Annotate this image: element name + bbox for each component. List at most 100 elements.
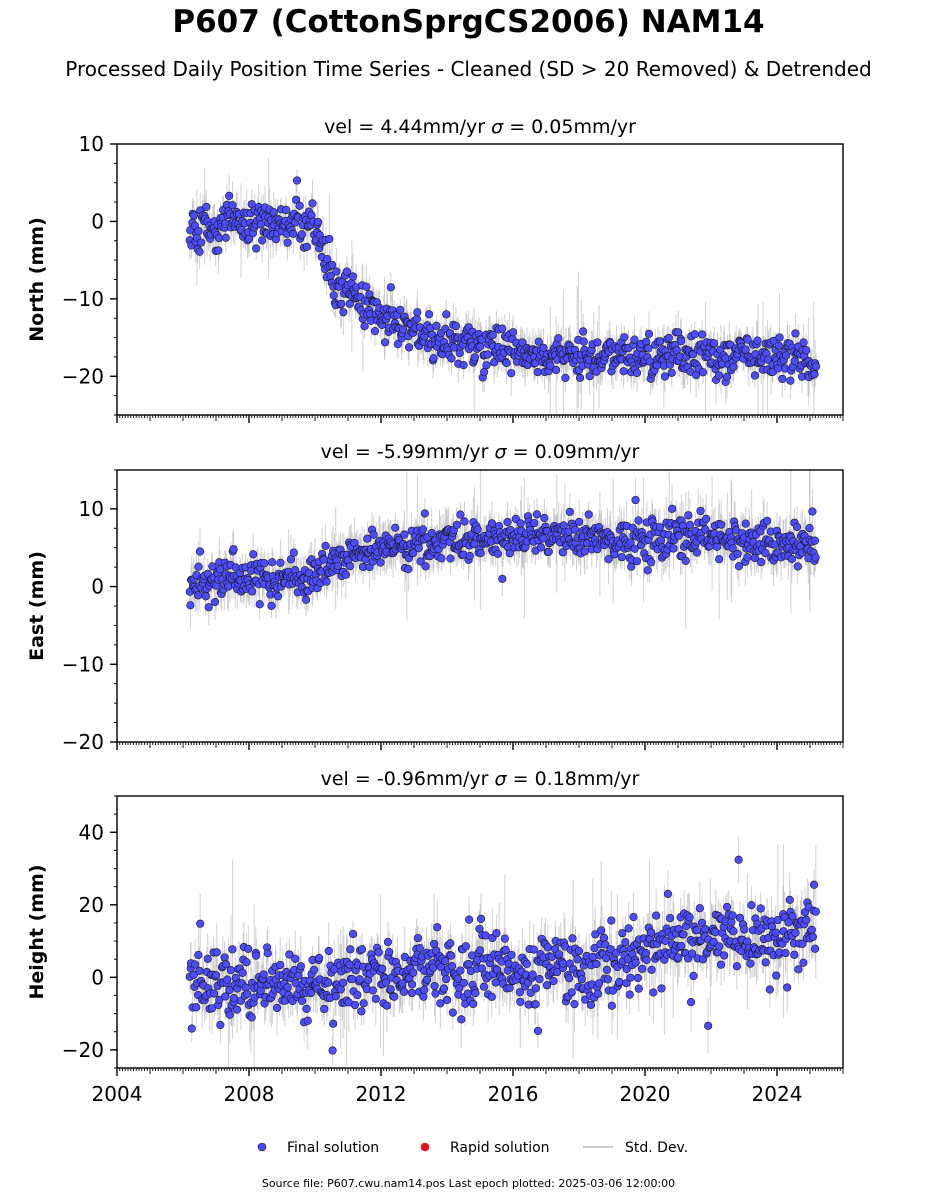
data-point (413, 933, 423, 943)
data-point (552, 365, 561, 375)
data-point (342, 267, 352, 276)
data-point (441, 956, 450, 966)
data-point (633, 973, 642, 983)
data-point (786, 376, 795, 385)
data-point (622, 979, 631, 988)
panel-east: vel = -5.99mm/yr σ = 0.09mm/yr East (mm) 1… (26, 441, 844, 754)
data-point (418, 525, 428, 534)
data-point (295, 201, 304, 210)
y-axis-label: North (mm) (26, 217, 48, 342)
data-point (420, 985, 429, 994)
data-point (456, 510, 465, 519)
data-point (487, 519, 497, 528)
data-point (672, 345, 681, 355)
data-point (459, 361, 468, 370)
data-point (535, 975, 544, 984)
data-point (228, 201, 237, 210)
data-point (189, 211, 199, 220)
data-point (333, 561, 342, 571)
y-tick-label: −10 (62, 287, 104, 311)
data-point (469, 999, 478, 1009)
data-point (432, 321, 441, 330)
data-point (386, 283, 395, 292)
data-point (195, 547, 205, 556)
data-point (584, 510, 593, 519)
data-point (221, 992, 230, 1001)
data-point (574, 946, 584, 956)
data-point (308, 199, 317, 208)
data-point (791, 329, 800, 338)
data-point (269, 208, 278, 217)
data-point (374, 948, 383, 957)
data-point (476, 549, 485, 558)
data-point (337, 299, 346, 308)
data-point (554, 334, 563, 343)
velocity-value: -5.99mm/yr (377, 441, 495, 463)
data-point (195, 966, 204, 975)
panel-velocity-title: vel = -5.99mm/yr σ = 0.09mm/yr (321, 441, 640, 463)
data-point (463, 989, 472, 998)
data-point (209, 989, 219, 998)
data-point (476, 914, 486, 923)
data-point (743, 335, 752, 344)
data-point (579, 327, 588, 336)
data-point (778, 374, 787, 384)
data-point (542, 981, 552, 990)
data-point (728, 544, 737, 553)
data-point (242, 958, 251, 967)
data-point (273, 592, 283, 601)
data-point (554, 950, 564, 959)
data-point (398, 979, 407, 988)
data-point (451, 321, 461, 331)
data-point (283, 983, 292, 992)
data-point (498, 574, 507, 583)
data-point (625, 990, 634, 999)
data-point (194, 226, 203, 236)
data-point (439, 984, 449, 993)
data-point (226, 965, 236, 975)
data-point (252, 244, 261, 253)
data-point (257, 236, 267, 245)
data-point (802, 346, 811, 355)
data-point (761, 549, 770, 558)
data-point (715, 371, 724, 380)
data-point (386, 985, 395, 994)
velocity-prefix: vel = (324, 116, 380, 138)
data-point (187, 1024, 196, 1033)
data-point (539, 343, 548, 353)
data-point (339, 308, 348, 317)
std-dev-bars (189, 157, 817, 415)
data-point (320, 1004, 329, 1014)
panel-height: vel = -0.96mm/yr σ = 0.18mm/yr Height (mm… (26, 768, 844, 1106)
data-point (647, 965, 656, 974)
data-point (715, 555, 724, 564)
data-point (470, 353, 479, 362)
data-point (427, 529, 436, 538)
data-point (526, 988, 535, 997)
data-point (669, 544, 678, 553)
data-point (507, 950, 516, 959)
data-point (302, 1004, 311, 1013)
data-point (507, 369, 516, 378)
data-point (331, 992, 341, 1001)
data-point (362, 282, 371, 291)
data-point (400, 530, 409, 539)
data-point (529, 945, 538, 954)
data-point (483, 350, 492, 359)
data-point (643, 566, 652, 575)
data-point (302, 242, 312, 251)
data-point (787, 554, 796, 564)
data-point (729, 362, 738, 372)
data-point (249, 550, 258, 559)
data-point (225, 985, 234, 995)
data-point (475, 946, 485, 955)
data-point (268, 558, 277, 567)
data-point (203, 954, 212, 963)
data-point (593, 338, 602, 347)
data-point (565, 974, 574, 983)
data-point (429, 354, 438, 363)
final-solution-points (185, 176, 821, 387)
data-point (515, 988, 524, 997)
data-point (447, 354, 456, 363)
data-point (660, 372, 670, 381)
